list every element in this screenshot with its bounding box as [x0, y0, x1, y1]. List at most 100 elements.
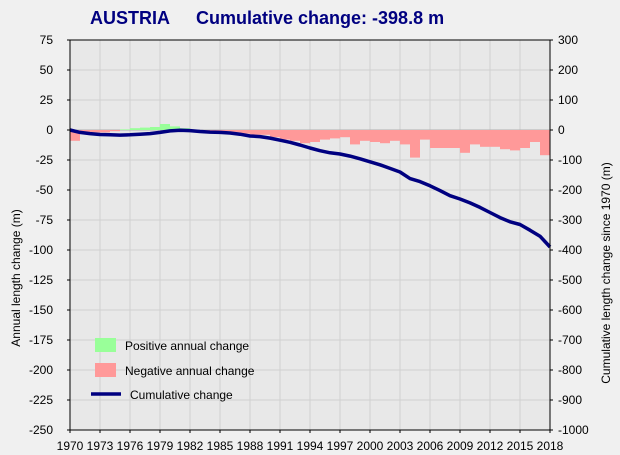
negative-change-bar [480, 130, 490, 147]
legend-negative-label: Negative annual change [125, 364, 255, 378]
x-tick-label: 1982 [177, 439, 204, 453]
x-tick-label: 1994 [297, 439, 324, 453]
positive-change-bar [120, 129, 130, 130]
y-left-tick-label: -100 [29, 243, 53, 257]
negative-change-bar [440, 130, 450, 148]
negative-change-bar [330, 130, 340, 139]
x-tick-label: 2000 [357, 439, 384, 453]
positive-change-bar [150, 127, 160, 130]
positive-change-bar [160, 124, 170, 130]
negative-change-bar [240, 130, 250, 134]
x-tick-label: 2018 [537, 439, 564, 453]
y-left-tick-label: -25 [36, 153, 54, 167]
negative-change-bar [430, 130, 440, 148]
y-left-tick-label: -150 [29, 303, 53, 317]
negative-change-bar [420, 130, 430, 140]
y-left-tick-label: 50 [40, 63, 54, 77]
negative-change-bar [110, 130, 120, 132]
y-right-tick-label: 0 [558, 123, 565, 137]
negative-change-bar [280, 130, 290, 140]
cumulative-change-line [69, 128, 552, 249]
y-right-tick-label: -1000 [558, 423, 589, 437]
legend-positive-swatch [95, 338, 116, 352]
y-left-tick-label: 75 [40, 33, 54, 47]
y-left-tick-label: -200 [29, 363, 53, 377]
negative-change-bar [360, 130, 370, 141]
positive-change-bar [140, 127, 150, 130]
negative-change-bar [490, 130, 500, 147]
y-right-tick-label: -800 [558, 363, 582, 377]
x-tick-label: 2003 [387, 439, 414, 453]
y-left-tick-label: -50 [36, 183, 54, 197]
positive-change-bar [130, 128, 140, 130]
tick-labels: 75 50 25 0 -25 -50 -75 -100 -125 -150 -175 -200 -225… [29, 33, 589, 453]
negative-change-bar [220, 130, 230, 132]
y-left-tick-label: -250 [29, 423, 53, 437]
positive-change-bar [170, 126, 180, 130]
negative-change-bar [310, 130, 320, 142]
negative-change-bar [320, 130, 330, 140]
negative-change-bar [460, 130, 470, 153]
x-tick-label: 1973 [87, 439, 114, 453]
negative-change-bar [250, 130, 260, 135]
x-tick-label: 1988 [237, 439, 264, 453]
y-right-tick-label: -900 [558, 393, 582, 407]
negative-change-bar [230, 130, 240, 133]
x-tick-label: 1997 [327, 439, 354, 453]
y-left-tick-label: -225 [29, 393, 53, 407]
x-tick-label: 1976 [117, 439, 144, 453]
negative-change-bar [290, 130, 300, 141]
bars [70, 124, 550, 158]
y-axis-right-label: Cumulative length change since 1970 (m) [599, 162, 613, 383]
x-tick-label: 1970 [57, 439, 84, 453]
negative-change-bar [370, 130, 380, 142]
y-right-tick-label: 200 [558, 63, 578, 77]
legend-negative-swatch [95, 363, 116, 377]
negative-change-bar [390, 130, 400, 141]
y-right-tick-label: -500 [558, 273, 582, 287]
negative-change-bar [300, 130, 310, 144]
x-tick-label: 2006 [417, 439, 444, 453]
y-left-tick-label: 25 [40, 93, 54, 107]
y-right-tick-label: 100 [558, 93, 578, 107]
y-left-tick-label: -175 [29, 333, 53, 347]
y-left-tick-label: -125 [29, 273, 53, 287]
chart-title-change: Cumulative change: -398.8 m [196, 8, 444, 28]
negative-change-bar [510, 130, 520, 151]
y-right-tick-label: -100 [558, 153, 582, 167]
negative-change-bar [410, 130, 420, 158]
negative-change-bar [540, 130, 550, 156]
negative-change-bar [500, 130, 510, 150]
x-tick-label: 2015 [507, 439, 534, 453]
negative-change-bar [520, 130, 530, 148]
x-tick-label: 1985 [207, 439, 234, 453]
negative-change-bar [350, 130, 360, 145]
legend-positive-label: Positive annual change [125, 339, 249, 353]
negative-change-bar [470, 130, 480, 145]
negative-change-bar [260, 130, 270, 135]
y-axis-left-label: Annual length change (m) [9, 209, 23, 346]
negative-change-bar [530, 130, 540, 142]
negative-change-bar [380, 130, 390, 144]
y-right-tick-label: -700 [558, 333, 582, 347]
legend: Positive annual change Negative annual c… [91, 338, 255, 402]
x-tick-label: 1979 [147, 439, 174, 453]
y-right-tick-label: -300 [558, 213, 582, 227]
x-tick-label: 1991 [267, 439, 294, 453]
legend-cumulative-label: Cumulative change [130, 388, 233, 402]
y-right-tick-label: -200 [558, 183, 582, 197]
y-right-tick-label: -400 [558, 243, 582, 257]
y-left-tick-label: -75 [36, 213, 54, 227]
x-tick-label: 2012 [477, 439, 504, 453]
y-left-tick-label: 0 [46, 123, 53, 137]
y-right-tick-label: -600 [558, 303, 582, 317]
chart-title-region: AUSTRIA [90, 8, 170, 28]
negative-change-bar [400, 130, 410, 145]
negative-change-bar [100, 130, 110, 133]
x-tick-label: 2009 [447, 439, 474, 453]
negative-change-bar [90, 130, 100, 133]
negative-change-bar [340, 130, 350, 138]
negative-change-bar [450, 130, 460, 148]
negative-change-bar [70, 130, 80, 141]
